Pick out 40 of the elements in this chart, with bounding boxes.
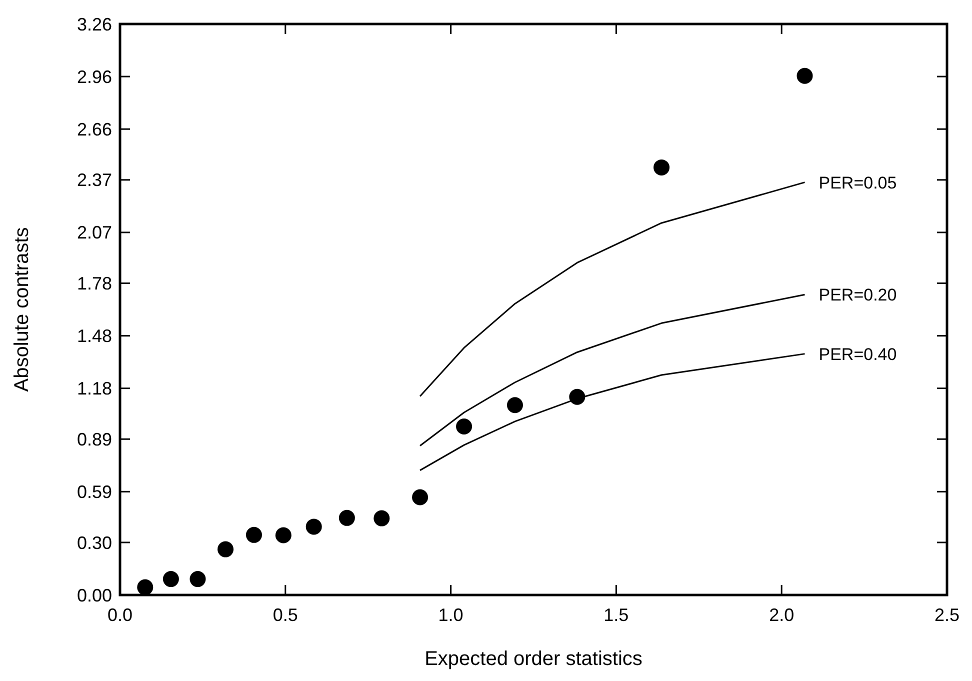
point	[246, 526, 262, 543]
y-tick-label: 1.48	[76, 326, 112, 346]
point	[218, 541, 234, 558]
y-tick-label: 3.26	[76, 14, 112, 34]
y-tick-label: 1.78	[76, 274, 112, 294]
y-tick-label: 0.89	[76, 429, 112, 450]
point	[275, 527, 292, 544]
point	[796, 68, 813, 84]
y-tick-label: 2.96	[76, 66, 112, 87]
x-tick-label: 0.5	[272, 605, 298, 625]
point	[137, 579, 154, 596]
point	[506, 397, 523, 414]
y-tick-label: 0.59	[76, 482, 112, 502]
y-tick-label: 2.07	[76, 222, 112, 243]
x-axis-title: Expected order statistics	[424, 648, 642, 670]
y-tick-label: 1.18	[76, 378, 112, 399]
point	[456, 418, 472, 434]
line-series	[419, 353, 806, 472]
x-tick-label: 2.5	[934, 605, 960, 625]
x-tick-label: 1.0	[438, 605, 464, 625]
point	[306, 518, 322, 535]
series-label: PER=0.40	[818, 344, 897, 364]
x-tick-label: 1.5	[604, 605, 629, 625]
legend-label: PER=0.20	[818, 286, 897, 305]
y-tick-label: 2.37	[76, 170, 112, 190]
point	[654, 159, 670, 176]
point	[190, 571, 206, 588]
line-series	[419, 294, 806, 447]
y-tick-label: 2.66	[76, 119, 112, 140]
y-axis-title: Absolute contrasts	[11, 227, 33, 392]
legend-label: PER=0.05	[818, 173, 897, 192]
point	[338, 510, 355, 526]
y-tick-label: 0.30	[76, 532, 112, 553]
point	[374, 510, 390, 526]
line-series	[419, 182, 806, 397]
y-tick-label: 0.00	[76, 585, 112, 606]
point	[412, 489, 428, 506]
point	[162, 571, 179, 588]
x-tick-label: 0.0	[107, 605, 133, 625]
x-tick-label: 2.0	[769, 605, 794, 625]
